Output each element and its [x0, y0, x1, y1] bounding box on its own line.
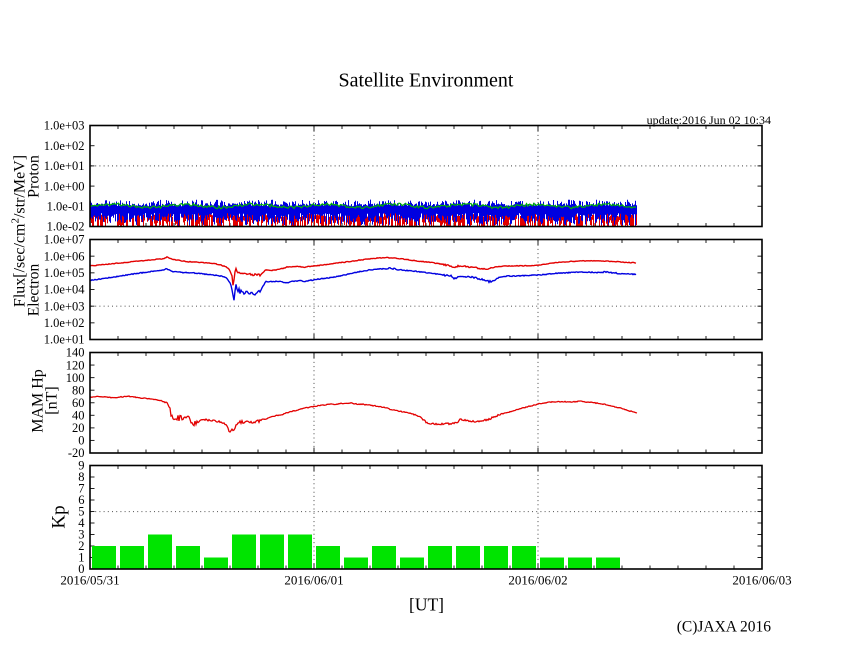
svg-text:2016/06/01: 2016/06/01 [284, 573, 343, 588]
svg-text:1.0e+01: 1.0e+01 [44, 333, 85, 347]
svg-text:Kp: Kp [49, 505, 70, 528]
svg-text:40: 40 [72, 409, 85, 423]
svg-text:[nT]: [nT] [44, 386, 61, 414]
svg-text:9: 9 [78, 459, 84, 473]
svg-text:80: 80 [72, 383, 85, 397]
svg-text:update:2016 Jun 02 10:34: update:2016 Jun 02 10:34 [647, 113, 771, 127]
svg-text:5: 5 [78, 505, 84, 519]
svg-text:1.0e+03: 1.0e+03 [44, 299, 85, 313]
svg-text:1.0e+06: 1.0e+06 [44, 249, 85, 263]
svg-text:1.0e+07: 1.0e+07 [44, 233, 85, 247]
svg-text:100: 100 [66, 371, 85, 385]
svg-text:2016/05/31: 2016/05/31 [60, 573, 119, 588]
svg-text:-20: -20 [68, 446, 85, 460]
svg-text:Electron: Electron [26, 264, 43, 317]
svg-text:Flux[/sec/cm2/str/MeV]: Flux[/sec/cm2/str/MeV] [10, 155, 29, 307]
svg-text:1.0e+02: 1.0e+02 [44, 139, 85, 153]
svg-text:140: 140 [66, 346, 85, 360]
svg-text:0: 0 [78, 562, 84, 576]
svg-text:20: 20 [72, 421, 85, 435]
svg-text:1.0e-01: 1.0e-01 [47, 200, 85, 214]
svg-text:1.0e-02: 1.0e-02 [47, 220, 85, 234]
svg-text:2016/06/02: 2016/06/02 [508, 573, 567, 588]
svg-text:1.0e+05: 1.0e+05 [44, 266, 85, 280]
svg-text:120: 120 [66, 358, 85, 372]
svg-text:7: 7 [78, 482, 84, 496]
svg-text:0: 0 [78, 434, 84, 448]
svg-text:(C)JAXA 2016: (C)JAXA 2016 [677, 619, 772, 636]
svg-text:1.0e+01: 1.0e+01 [44, 159, 85, 173]
svg-text:MAM Hp: MAM Hp [30, 369, 47, 433]
svg-text:[UT]: [UT] [409, 595, 444, 615]
svg-text:Satellite Environment: Satellite Environment [339, 70, 514, 92]
svg-text:8: 8 [78, 470, 84, 484]
svg-text:60: 60 [72, 396, 85, 410]
svg-text:Proton: Proton [26, 155, 43, 198]
svg-text:1.0e+00: 1.0e+00 [44, 179, 85, 193]
svg-text:4: 4 [78, 516, 85, 530]
svg-text:1.0e+03: 1.0e+03 [44, 119, 85, 133]
svg-text:1.0e+02: 1.0e+02 [44, 316, 85, 330]
svg-text:2016/06/03: 2016/06/03 [732, 573, 791, 588]
svg-text:3: 3 [78, 528, 84, 542]
svg-text:1: 1 [78, 551, 84, 565]
svg-text:1.0e+04: 1.0e+04 [44, 283, 85, 297]
svg-text:6: 6 [78, 493, 84, 507]
svg-text:2: 2 [78, 539, 84, 553]
